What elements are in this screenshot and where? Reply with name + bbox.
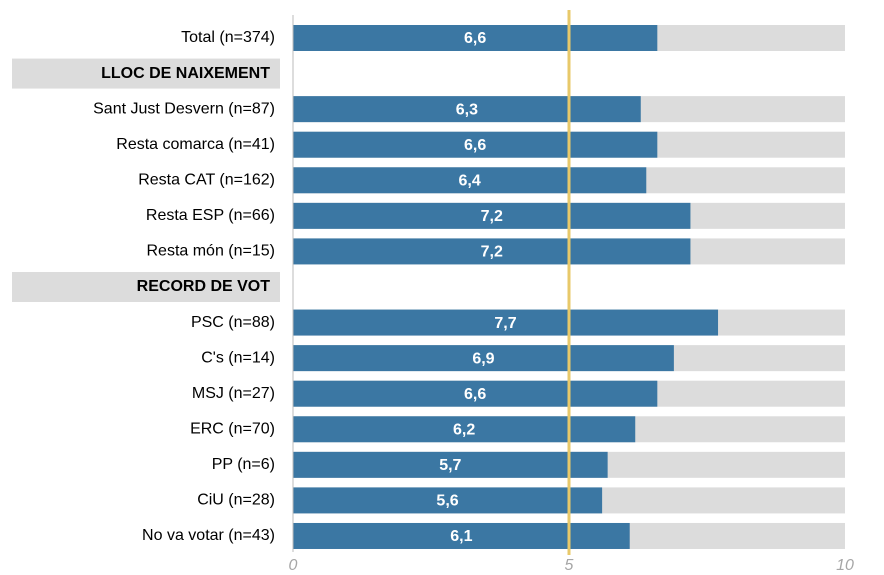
y-tick-label: PSC (n=88) <box>191 314 275 331</box>
x-tick-label: 10 <box>836 557 854 574</box>
data-label: 7,2 <box>481 244 503 261</box>
data-label: 5,7 <box>439 457 461 474</box>
section-header-bg <box>12 58 280 89</box>
data-label: 6,6 <box>464 137 486 154</box>
section-header: RECORD DE VOT <box>137 278 271 295</box>
data-label: 6,2 <box>453 421 475 438</box>
bar <box>293 309 719 336</box>
y-tick-label: No va votar (n=43) <box>142 527 275 544</box>
y-tick-label: Resta ESP (n=66) <box>146 207 275 224</box>
bar <box>293 238 691 265</box>
y-tick-label: C's (n=14) <box>201 349 275 366</box>
bar <box>293 96 641 123</box>
data-label: 6,4 <box>459 172 481 189</box>
y-tick-label: Resta CAT (n=162) <box>138 171 275 188</box>
data-label: 7,7 <box>494 315 516 332</box>
y-tick-label: MSJ (n=27) <box>192 385 275 402</box>
data-label: 6,1 <box>450 528 472 545</box>
y-tick-label: CiU (n=28) <box>197 492 275 509</box>
y-tick-label: Total (n=374) <box>181 29 275 46</box>
y-tick-label: Sant Just Desvern (n=87) <box>93 100 275 117</box>
x-tick-label: 5 <box>565 557 574 574</box>
data-label: 6,6 <box>464 30 486 47</box>
y-tick-label: PP (n=6) <box>212 456 275 473</box>
data-label: 6,6 <box>464 386 486 403</box>
section-header-bg <box>12 271 280 302</box>
bar <box>293 167 647 194</box>
bar <box>293 131 658 158</box>
data-label: 7,2 <box>481 208 503 225</box>
data-label: 5,6 <box>436 493 458 510</box>
y-tick-label: ERC (n=70) <box>190 420 275 437</box>
bar <box>293 451 608 478</box>
data-label: 6,9 <box>472 350 494 367</box>
bar <box>293 380 658 407</box>
bar <box>293 202 691 229</box>
bar <box>293 345 674 372</box>
y-tick-label: Resta món (n=15) <box>146 243 275 260</box>
data-label: 6,3 <box>456 101 478 118</box>
bar <box>293 416 636 443</box>
section-header: LLOC DE NAIXEMENT <box>101 65 270 82</box>
bar <box>293 487 603 514</box>
y-tick-label: Resta comarca (n=41) <box>116 136 275 153</box>
bar <box>293 522 630 549</box>
x-tick-label: 0 <box>289 557 298 574</box>
bar <box>293 25 658 51</box>
